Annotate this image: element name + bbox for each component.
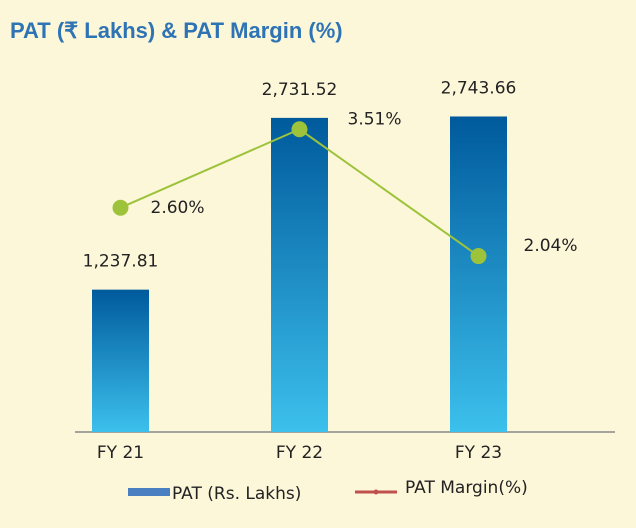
legend-swatch xyxy=(128,488,170,496)
legend-label: PAT Margin(%) xyxy=(405,478,528,498)
bar xyxy=(271,117,328,433)
data-label: 2.60% xyxy=(151,198,205,218)
data-label: 2,743.66 xyxy=(441,78,517,98)
x-tick-label: FY 21 xyxy=(97,443,144,463)
data-label: 3.51% xyxy=(348,109,402,129)
x-tick-label: FY 23 xyxy=(455,443,502,463)
data-label: 1,237.81 xyxy=(83,252,159,272)
point xyxy=(470,248,487,265)
bar xyxy=(92,289,149,432)
chart-title: PAT (₹ Lakhs) & PAT Margin (%) xyxy=(10,18,343,43)
point xyxy=(291,121,308,138)
point xyxy=(112,199,129,216)
data-label: 2,731.52 xyxy=(262,80,338,100)
bar xyxy=(450,116,507,433)
legend-marker xyxy=(373,489,379,495)
data-label: 2.04% xyxy=(524,236,578,256)
legend-label: PAT (Rs. Lakhs) xyxy=(172,484,301,504)
x-tick-label: FY 22 xyxy=(276,443,323,463)
